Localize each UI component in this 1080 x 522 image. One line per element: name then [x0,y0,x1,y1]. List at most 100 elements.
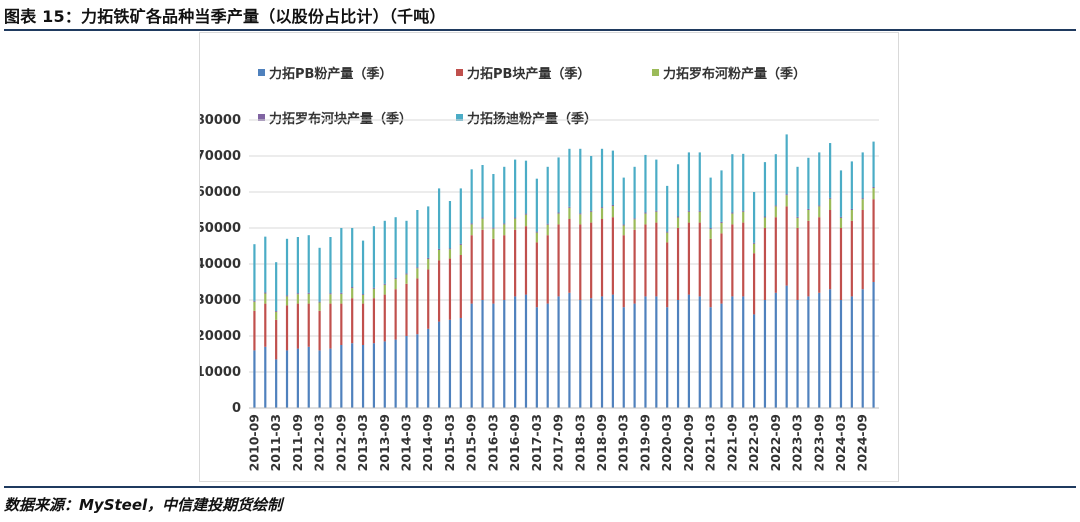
x-tick-label: 2010-09 [246,414,261,471]
bar-segment [253,300,256,302]
bar-segment [340,303,343,345]
bar-segment [307,346,310,408]
bar-segment [296,303,299,349]
bar-segment [329,237,332,294]
bar-segment [557,296,560,408]
bar-segment [427,269,430,329]
bar-segment [361,294,365,304]
bar-segment [752,253,756,315]
bar-segment [514,159,517,218]
bar-segment [655,159,658,211]
bar-segment [666,231,669,233]
bar-segment [600,207,604,209]
bar-segment [340,293,343,304]
bar-segment [253,301,256,311]
bar-segment [709,228,712,230]
bar-segment [514,229,517,297]
bar-segment [535,232,538,243]
bar-segment [742,222,745,297]
bar-segment [372,343,376,408]
bar-segment [329,348,332,408]
x-tick-label: 2016-09 [507,414,522,471]
bar-segment [611,217,614,295]
bar-segment [752,192,756,243]
bar-segment [416,210,419,268]
bar-segment [622,235,625,308]
bar-segment [383,294,386,342]
y-tick-label: 70000 [200,149,241,164]
bar-segment [600,296,604,408]
bar-segment [253,310,256,351]
bar-segment [611,294,614,408]
bar-segment [427,328,430,408]
bar-segment [872,199,875,282]
bar-segment [796,166,799,217]
bar-segment [872,186,875,189]
bar-segment [666,232,669,243]
bottom-rule [4,486,1076,488]
bar-segment [785,206,788,286]
bar-segment [666,242,669,308]
bar-segment [285,305,289,351]
bar-segment [796,228,799,300]
bar-segment [437,249,441,261]
bar-segment [264,346,267,408]
bar-segment [524,294,528,408]
bar-segment [611,204,614,207]
bar-segment [666,185,669,232]
bar-segment [459,188,462,244]
bar-segment [807,208,810,210]
bar-segment [481,218,484,230]
y-tick-label: 10000 [200,365,241,380]
bar-segment [687,152,691,211]
bar-segment [546,303,549,408]
bar-segment [731,212,734,214]
x-tick-label: 2014-03 [399,414,414,471]
bar-segment [839,228,843,300]
bar-segment [731,224,734,297]
bar-segment [698,296,701,408]
bar-segment [720,233,723,304]
bar-segment [427,257,430,259]
bar-segment [503,300,506,408]
bar-segment [351,288,354,299]
bar-segment [351,287,354,289]
bar-segment [796,217,799,228]
bar-segment [590,298,593,408]
bar-segment [437,248,441,250]
bar-segment [546,223,549,225]
bar-segment [829,210,832,290]
bar-segment [448,201,452,249]
bar-segment [774,206,777,218]
bar-segment [687,211,691,223]
bar-segment [568,219,571,293]
bar-segment [807,210,810,221]
bar-segment [275,310,278,312]
bar-segment [492,174,495,228]
bar-segment [503,235,506,300]
bar-segment [861,210,864,290]
x-tick-label: 2020-09 [681,414,696,471]
bar-segment [340,292,343,294]
bar-segment [579,300,582,408]
legend-swatch [652,69,659,76]
bar-segment [568,207,571,219]
bar-segment [655,211,658,223]
bar-segment [383,283,386,285]
bar-segment [752,314,756,408]
bar-segment [503,223,506,225]
bar-segment [318,350,321,408]
bar-segment [633,218,636,220]
bar-segment [318,310,321,351]
bar-segment [839,300,843,408]
bar-segment [285,295,289,297]
bar-segment [644,224,647,297]
bar-segment [742,211,745,223]
bar-segment [676,228,680,300]
bar-segment [448,258,452,320]
bar-segment [264,236,267,293]
x-tick-label: 2012-03 [312,414,327,471]
bar-segment [568,148,571,207]
bar-segment [296,237,299,294]
bar-segment [861,198,864,200]
